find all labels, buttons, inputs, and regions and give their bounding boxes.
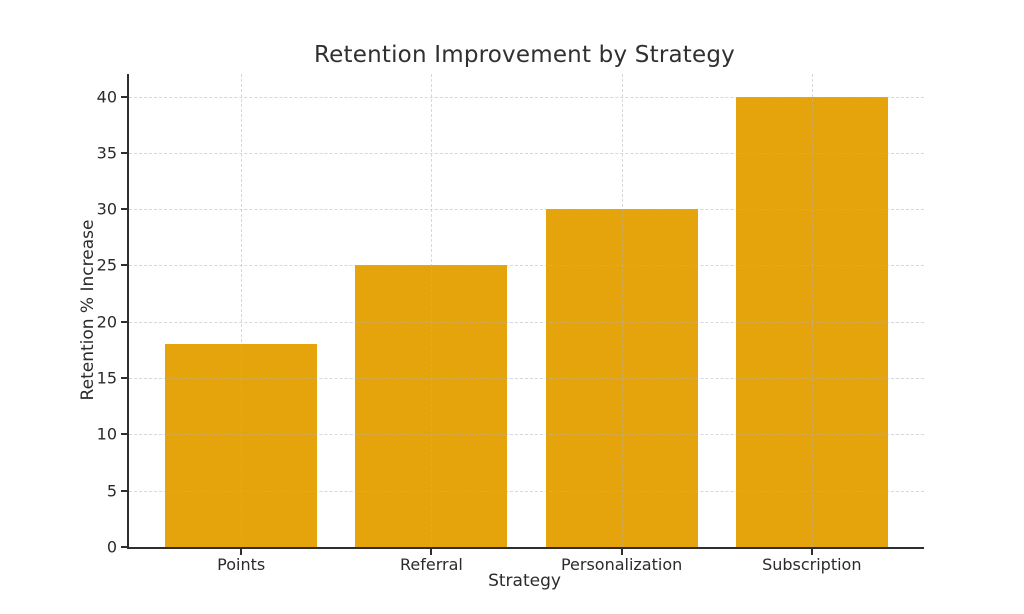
y-tick-mark-10 xyxy=(121,433,127,436)
x-tick-label-personalization: Personalization xyxy=(560,555,683,574)
x-tick-mark-subscription xyxy=(810,549,813,555)
y-tick-label-30: 30 xyxy=(96,199,117,219)
y-tick-mark-40 xyxy=(121,95,127,98)
x-tick-mark-personalization xyxy=(620,549,623,555)
y-tick-label-20: 20 xyxy=(96,312,117,332)
y-tick-label-0: 0 xyxy=(106,537,117,557)
h-gridline-30 xyxy=(129,209,924,211)
v-gridline-subscription xyxy=(811,74,813,547)
y-tick-label-40: 40 xyxy=(96,87,117,107)
x-tick-label-subscription: Subscription xyxy=(762,555,862,574)
y-tick-mark-5 xyxy=(121,489,127,492)
h-gridline-15 xyxy=(129,378,924,380)
y-tick-mark-20 xyxy=(121,320,127,323)
ticks-layer: 0 5 10 15 20 25 30 35 40 Points Referral Personaliz… xyxy=(97,74,924,574)
h-gridline-40 xyxy=(129,96,924,98)
y-tick-mark-25 xyxy=(121,264,127,267)
chart-title: Retention Improvement by Strategy xyxy=(314,42,735,68)
gridlines-layer xyxy=(129,74,924,547)
y-tick-label-15: 15 xyxy=(96,368,117,388)
y-axis-label: Retention % Increase xyxy=(78,219,98,401)
y-tick-mark-15 xyxy=(121,377,127,380)
y-tick-label-35: 35 xyxy=(96,143,117,163)
y-tick-label-5: 5 xyxy=(106,481,117,501)
h-gridline-35 xyxy=(129,152,924,154)
y-tick-mark-30 xyxy=(121,208,127,211)
v-gridline-personalization xyxy=(621,74,623,547)
plot-area: 0 5 10 15 20 25 30 35 40 Points Referral Personaliz… xyxy=(97,74,924,574)
x-tick-mark-referral xyxy=(430,549,433,555)
h-gridline-10 xyxy=(129,434,924,436)
h-gridline-25 xyxy=(129,265,924,267)
x-tick-label-referral: Referral xyxy=(399,555,463,574)
x-axis-label: Strategy xyxy=(488,571,561,591)
y-tick-mark-0 xyxy=(121,546,127,548)
bar-referral xyxy=(355,265,508,547)
x-tick-mark-points xyxy=(240,549,243,555)
v-gridline-referral xyxy=(431,74,433,547)
y-tick-label-10: 10 xyxy=(96,424,117,444)
x-tick-label-points: Points xyxy=(217,555,266,574)
h-gridline-5 xyxy=(129,490,924,492)
y-tick-mark-35 xyxy=(121,151,127,154)
y-tick-label-25: 25 xyxy=(96,255,117,275)
v-gridline-points xyxy=(241,74,243,547)
h-gridline-20 xyxy=(129,321,924,323)
